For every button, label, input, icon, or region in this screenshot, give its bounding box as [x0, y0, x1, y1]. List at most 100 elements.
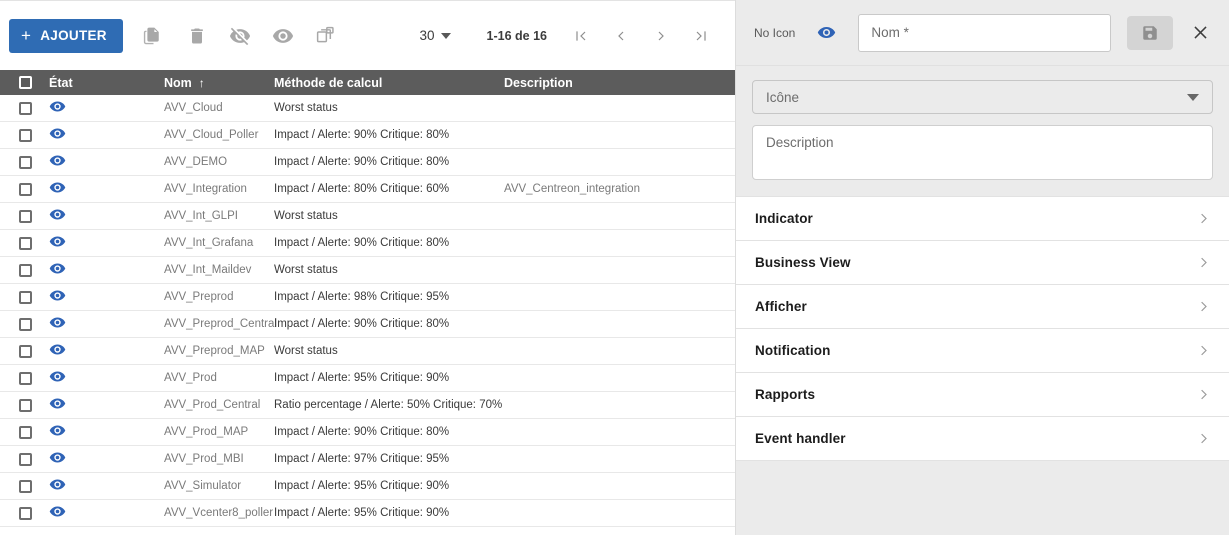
panel-accordion: Indicator Business View Afficher Notificati…: [736, 196, 1229, 461]
row-visibility-eye-icon[interactable]: [49, 476, 66, 493]
row-checkbox-cell: [19, 209, 49, 223]
row-visibility-eye-icon[interactable]: [49, 449, 66, 466]
row-visibility-eye-icon[interactable]: [49, 287, 66, 304]
duplicate-icon[interactable]: [141, 23, 167, 49]
row-checkbox[interactable]: [19, 155, 32, 169]
row-name: AVV_Prod_Central: [164, 399, 261, 411]
accordion-item-label: Afficher: [755, 299, 807, 314]
table-row[interactable]: AVV_Preprod_Central Impact / Alerte: 90% …: [0, 311, 735, 338]
column-header-name-label: Nom: [164, 75, 192, 90]
row-checkbox[interactable]: [19, 479, 32, 493]
prev-page-button[interactable]: [601, 19, 641, 53]
row-visibility-eye-icon[interactable]: [49, 233, 66, 250]
delete-icon[interactable]: [184, 23, 210, 49]
row-visibility-eye-icon[interactable]: [49, 314, 66, 331]
row-name: AVV_Int_GLPI: [164, 210, 238, 222]
row-visibility-eye-icon[interactable]: [49, 395, 66, 412]
row-visibility-eye-icon[interactable]: [49, 179, 66, 196]
chevron-down-icon: [440, 32, 451, 39]
table-row[interactable]: AVV_Prod_MBI Impact / Alerte: 97% Critiqu…: [0, 446, 735, 473]
row-state-cell: [49, 152, 164, 172]
row-checkbox[interactable]: [19, 209, 32, 223]
table-row[interactable]: AVV_Cloud_Poller Impact / Alerte: 90% Cri…: [0, 122, 735, 149]
row-checkbox[interactable]: [19, 101, 32, 115]
table-row[interactable]: AVV_Preprod_MAP Worst status: [0, 338, 735, 365]
first-page-button[interactable]: [561, 19, 601, 53]
accordion-item[interactable]: Indicator: [736, 197, 1229, 241]
row-state-cell: [49, 179, 164, 199]
table-row[interactable]: AVV_Int_Grafana Impact / Alerte: 90% Crit…: [0, 230, 735, 257]
row-name: AVV_Preprod_Central: [164, 318, 277, 330]
table-row[interactable]: AVV_Preprod Impact / Alerte: 98% Critique…: [0, 284, 735, 311]
column-header-method[interactable]: Méthode de calcul: [274, 75, 383, 90]
row-visibility-eye-icon[interactable]: [49, 368, 66, 385]
row-checkbox[interactable]: [19, 344, 32, 358]
last-page-button[interactable]: [681, 19, 721, 53]
visibility-eye-icon[interactable]: [817, 23, 836, 42]
table-row[interactable]: AVV_Cloud Worst status: [0, 95, 735, 122]
table-row[interactable]: AVV_Simulator Impact / Alerte: 95% Critiq…: [0, 473, 735, 500]
row-visibility-eye-icon[interactable]: [49, 260, 66, 277]
accordion-item[interactable]: Event handler: [736, 417, 1229, 461]
row-checkbox[interactable]: [19, 425, 32, 439]
row-visibility-eye-icon[interactable]: [49, 125, 66, 142]
close-icon[interactable]: [1185, 18, 1215, 48]
row-checkbox[interactable]: [19, 398, 32, 412]
add-button-label: AJOUTER: [40, 28, 107, 43]
massive-duplicate-icon[interactable]: [313, 23, 339, 49]
row-visibility-eye-icon[interactable]: [49, 152, 66, 169]
icon-select[interactable]: Icône: [752, 80, 1213, 114]
row-checkbox[interactable]: [19, 263, 32, 277]
business-activity-list-pane: + AJOUTER: [0, 0, 735, 527]
accordion-item[interactable]: Afficher: [736, 285, 1229, 329]
table-row[interactable]: AVV_Prod_MAP Impact / Alerte: 90% Critiqu…: [0, 419, 735, 446]
column-header-state[interactable]: État: [49, 75, 73, 90]
row-visibility-eye-icon[interactable]: [49, 98, 66, 115]
accordion-item[interactable]: Notification: [736, 329, 1229, 373]
row-checkbox[interactable]: [19, 182, 32, 196]
hide-icon[interactable]: [227, 23, 253, 49]
row-checkbox[interactable]: [19, 317, 32, 331]
row-checkbox-cell: [19, 101, 49, 115]
row-checkbox[interactable]: [19, 452, 32, 466]
description-textarea[interactable]: [752, 125, 1213, 180]
pagination: 30 1-16 de 16: [420, 19, 722, 53]
show-icon[interactable]: [270, 23, 296, 49]
table-row[interactable]: AVV_DEMO Impact / Alerte: 90% Critique: 8…: [0, 149, 735, 176]
next-page-button[interactable]: [641, 19, 681, 53]
table-row[interactable]: AVV_Integration Impact / Alerte: 80% Crit…: [0, 176, 735, 203]
table-row[interactable]: AVV_Int_GLPI Worst status: [0, 203, 735, 230]
row-checkbox-cell: [19, 290, 49, 304]
row-checkbox[interactable]: [19, 236, 32, 250]
save-button[interactable]: [1127, 15, 1173, 50]
table-row[interactable]: AVV_Prod_Central Ratio percentage / Alert…: [0, 392, 735, 419]
select-all-checkbox[interactable]: [19, 76, 32, 89]
table-row[interactable]: AVV_Int_Maildev Worst status: [0, 257, 735, 284]
row-visibility-eye-icon[interactable]: [49, 206, 66, 223]
row-method: Worst status: [274, 345, 338, 357]
row-state-cell: [49, 125, 164, 145]
add-button[interactable]: + AJOUTER: [9, 18, 123, 53]
row-name: AVV_Cloud: [164, 102, 223, 114]
row-checkbox-cell: [19, 344, 49, 358]
panel-form-block: Icône: [736, 66, 1229, 196]
row-checkbox[interactable]: [19, 371, 32, 385]
name-input[interactable]: [858, 13, 1111, 52]
table-row[interactable]: AVV_Prod Impact / Alerte: 95% Critique: 9…: [0, 365, 735, 392]
accordion-item[interactable]: Business View: [736, 241, 1229, 285]
row-visibility-eye-icon[interactable]: [49, 503, 66, 520]
row-checkbox[interactable]: [19, 290, 32, 304]
column-header-name[interactable]: Nom ↑: [164, 76, 274, 90]
row-state-cell: [49, 422, 164, 442]
row-checkbox-cell: [19, 452, 49, 466]
row-name: AVV_DEMO: [164, 156, 228, 168]
page-size-select[interactable]: 30: [420, 28, 451, 43]
row-checkbox[interactable]: [19, 128, 32, 142]
table-row[interactable]: AVV_Vcenter8_poller Impact / Alerte: 95% …: [0, 500, 735, 527]
row-method: Impact / Alerte: 90% Critique: 80%: [274, 426, 450, 438]
column-header-description[interactable]: Description: [504, 75, 573, 90]
row-checkbox[interactable]: [19, 506, 32, 520]
row-visibility-eye-icon[interactable]: [49, 422, 66, 439]
row-visibility-eye-icon[interactable]: [49, 341, 66, 358]
accordion-item[interactable]: Rapports: [736, 373, 1229, 417]
